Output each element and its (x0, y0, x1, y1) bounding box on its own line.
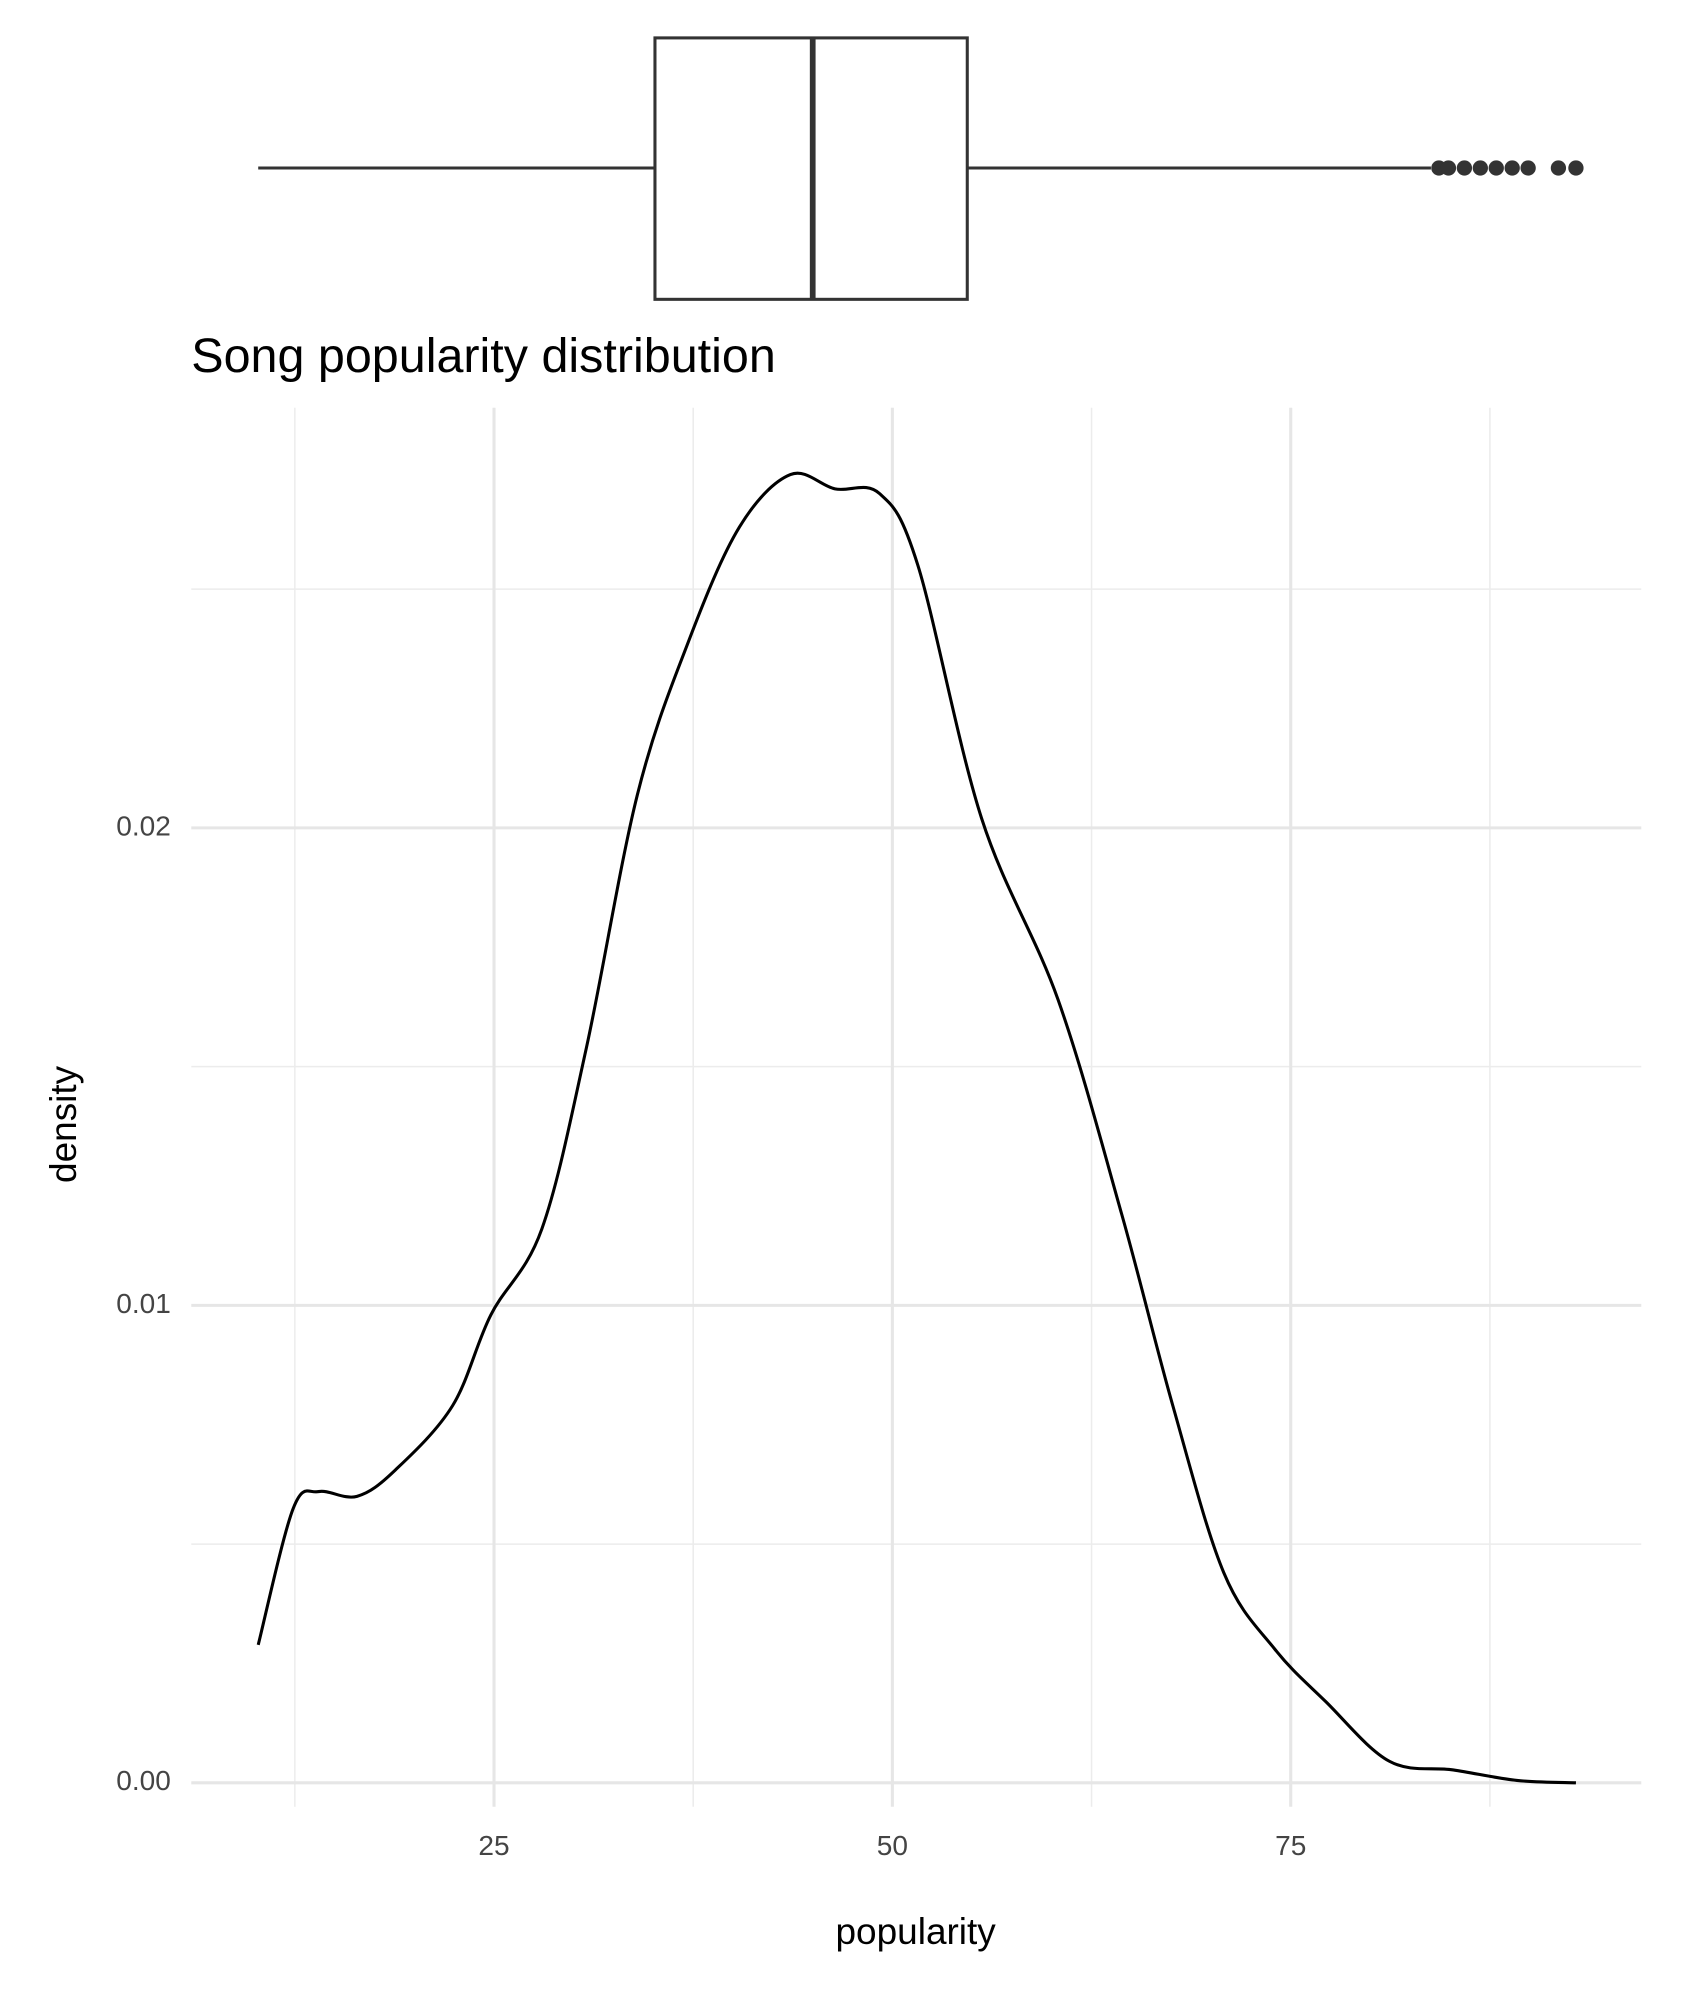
outlier (1488, 160, 1504, 176)
outlier (1520, 160, 1536, 176)
outlier (1472, 160, 1488, 176)
x-tick-label: 25 (478, 1830, 509, 1861)
outlier (1504, 160, 1520, 176)
x-tick-label: 75 (1275, 1830, 1306, 1861)
y-axis-title: density (43, 1065, 84, 1183)
x-axis-title: popularity (835, 1911, 996, 1952)
y-tick-label: 0.02 (116, 810, 171, 841)
y-tick-label: 0.01 (116, 1288, 171, 1319)
x-tick-label: 50 (877, 1830, 908, 1861)
outlier (1440, 160, 1457, 176)
chart-title: Song popularity distribution (191, 329, 776, 383)
outlier (1550, 160, 1567, 176)
outlier (1456, 160, 1473, 176)
y-tick-label: 0.00 (116, 1765, 171, 1796)
outlier (1568, 160, 1584, 176)
density-line (256, 471, 1576, 1785)
